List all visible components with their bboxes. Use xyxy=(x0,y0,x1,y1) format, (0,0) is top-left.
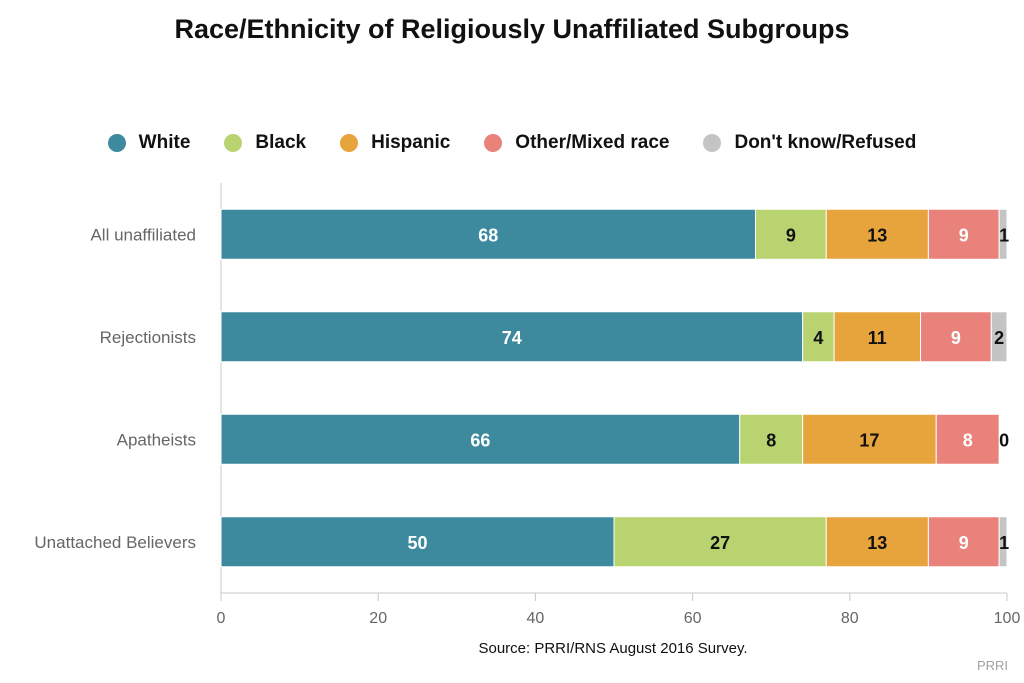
data-label: 13 xyxy=(867,225,887,245)
legend-label: White xyxy=(138,132,191,153)
bar-segment xyxy=(754,208,827,260)
bar-segment xyxy=(935,413,1000,465)
x-tick-label: 80 xyxy=(841,610,859,627)
legend-swatch xyxy=(107,134,126,152)
bar-segment xyxy=(998,208,1008,260)
bar-segment xyxy=(833,311,922,363)
chart-title: Race/Ethnicity of Religiously Unaffiliat… xyxy=(174,14,850,44)
bar-segment xyxy=(802,413,937,465)
data-label: 2 xyxy=(994,328,1004,348)
credit-label: PRRI xyxy=(976,658,1008,673)
data-label: 17 xyxy=(859,430,879,450)
category-label: Unattached Believers xyxy=(34,533,196,552)
data-label: 9 xyxy=(959,533,969,553)
x-tick-label: 40 xyxy=(527,610,545,627)
legend-swatch xyxy=(224,134,243,152)
legend-label: Black xyxy=(255,132,307,153)
category-label: Apatheists xyxy=(117,430,196,449)
data-label: 9 xyxy=(959,225,969,245)
data-label: 68 xyxy=(478,225,498,245)
x-tick-label: 20 xyxy=(369,610,387,627)
x-tick-label: 0 xyxy=(217,610,226,627)
legend-swatch xyxy=(703,134,722,152)
bar-segment xyxy=(927,516,1000,568)
data-label: 1 xyxy=(999,533,1009,553)
legend: White Black Hispanic Other/Mixed race Don't … xyxy=(0,130,1024,156)
data-label: 27 xyxy=(710,533,730,553)
data-label: 50 xyxy=(407,533,427,553)
data-label: 8 xyxy=(766,430,776,450)
data-label: 13 xyxy=(867,533,887,553)
legend-swatch xyxy=(340,134,359,152)
bar-segment xyxy=(825,516,929,568)
legend-item: Don't know/Refused xyxy=(703,132,916,154)
legend-item: Other/Mixed race xyxy=(484,132,669,154)
legend-item: Black xyxy=(224,132,306,154)
data-label: 0 xyxy=(999,430,1009,450)
bar-segment xyxy=(998,516,1008,568)
legend-label: Other/Mixed race xyxy=(515,132,670,153)
x-tick-label: 60 xyxy=(684,610,702,627)
legend-item: Hispanic xyxy=(340,132,450,154)
bar-segment xyxy=(220,413,741,465)
legend-label: Hispanic xyxy=(371,132,451,153)
legend-item: White xyxy=(107,132,191,154)
bar-segment xyxy=(739,413,804,465)
bar-segment xyxy=(825,208,929,260)
data-label: 1 xyxy=(999,225,1009,245)
bar-segment xyxy=(927,208,1000,260)
bar-segment xyxy=(802,311,835,363)
x-tick-label: 100 xyxy=(994,610,1021,627)
bar-segment xyxy=(613,516,827,568)
data-label: 9 xyxy=(951,328,961,348)
bar-segment xyxy=(990,311,1008,363)
legend-swatch xyxy=(484,134,503,152)
data-label: 11 xyxy=(868,328,887,348)
bar-segment xyxy=(220,311,804,363)
data-label: 8 xyxy=(963,430,973,450)
bar-segment xyxy=(220,516,615,568)
bar-segment xyxy=(920,311,992,363)
data-label: 4 xyxy=(813,328,823,348)
legend-label: Don't know/Refused xyxy=(734,132,917,153)
source-note: Source: PRRI/RNS August 2016 Survey. xyxy=(478,640,748,657)
bar-segment xyxy=(220,208,756,260)
category-label: All unaffiliated xyxy=(90,225,196,244)
category-label: Rejectionists xyxy=(100,328,196,347)
data-label: 74 xyxy=(502,328,522,348)
data-label: 9 xyxy=(786,225,796,245)
data-label: 66 xyxy=(470,430,490,450)
